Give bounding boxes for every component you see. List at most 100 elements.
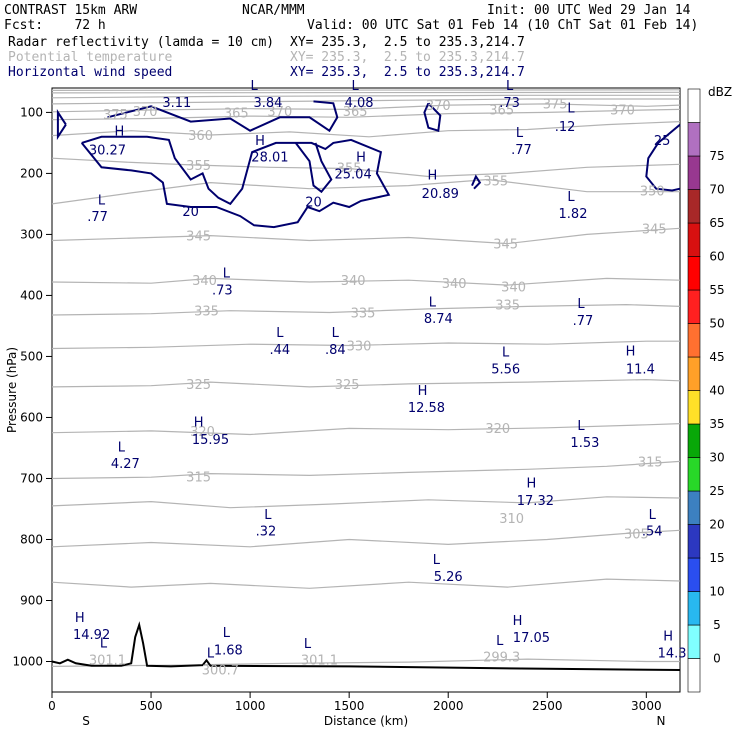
extremum-marker: L bbox=[506, 79, 514, 94]
wind-label: 5.26 bbox=[434, 570, 463, 585]
colorbar-level-label: 15 bbox=[709, 551, 724, 565]
wind-label: .73 bbox=[499, 96, 520, 111]
wind-isoline bbox=[645, 123, 681, 192]
extremum-marker: L bbox=[264, 508, 272, 523]
theta-label: 370 bbox=[133, 105, 158, 120]
extremum-marker: H bbox=[427, 169, 437, 184]
y-tick-label: 800 bbox=[20, 532, 43, 546]
wind-isoline bbox=[107, 100, 339, 133]
wind-label: 8.74 bbox=[424, 312, 453, 327]
extremum-marker: H bbox=[194, 416, 204, 431]
wind-label: .32 bbox=[256, 524, 277, 539]
theta-label: 370 bbox=[610, 103, 635, 118]
theta-isoline bbox=[51, 378, 681, 388]
axes: 0 500 1000 1500 2000 2500 3000 100 200 300 400 500 6… bbox=[12, 105, 661, 713]
theta-isoline bbox=[51, 108, 681, 121]
theta-isoline bbox=[51, 578, 681, 589]
theta-label: 355 bbox=[337, 161, 362, 176]
extremum-marker: L bbox=[516, 126, 524, 141]
theta-label: 345 bbox=[186, 230, 211, 245]
wind-label: .84 bbox=[325, 343, 346, 358]
wind-label: .44 bbox=[269, 343, 290, 358]
y-tick-label: 400 bbox=[20, 288, 43, 302]
theta-label: 375 bbox=[103, 108, 128, 123]
y-tick-label: 500 bbox=[20, 349, 43, 363]
theta-isoline bbox=[51, 529, 681, 548]
theta-isoline bbox=[51, 227, 681, 245]
theta-isoline bbox=[51, 98, 680, 105]
extremum-marker: L bbox=[332, 326, 340, 341]
theta-isoline bbox=[51, 496, 681, 509]
colorbar-swatch bbox=[687, 423, 701, 458]
theta-label: 340 bbox=[192, 274, 217, 289]
theta-label: 340 bbox=[501, 280, 526, 295]
y-tick-label: 300 bbox=[20, 227, 43, 241]
theta-isoline bbox=[51, 121, 681, 138]
wind-label: .12 bbox=[555, 120, 576, 135]
extremum-marker: L bbox=[223, 626, 231, 641]
colorbar-swatch bbox=[687, 524, 701, 559]
wind-label: 1.68 bbox=[214, 643, 243, 658]
extremum-marker: H bbox=[527, 477, 537, 492]
theta-label: 325 bbox=[186, 378, 211, 393]
wind-isolines bbox=[56, 100, 681, 229]
theta-isoline bbox=[51, 94, 680, 99]
theta-label: 340 bbox=[341, 274, 366, 289]
extremum-marker: H bbox=[356, 150, 366, 165]
x-end-label-right: N bbox=[657, 714, 666, 728]
wind-label: 28.01 bbox=[251, 150, 288, 165]
extremum-marker: L bbox=[496, 634, 504, 649]
x-tick-label: 1000 bbox=[235, 699, 266, 713]
colorbar-level-label: 45 bbox=[709, 350, 724, 364]
wind-label: 5.56 bbox=[491, 363, 520, 378]
colorbar-level-label: 75 bbox=[709, 149, 724, 163]
colorbar-swatch bbox=[687, 490, 701, 525]
colorbar-level-label: 25 bbox=[709, 484, 724, 498]
extremum-marker: L bbox=[207, 646, 215, 661]
theta-label: 365 bbox=[489, 103, 514, 118]
theta-label: 335 bbox=[194, 305, 219, 320]
wind-label: 4.08 bbox=[345, 96, 374, 111]
contour-labels: 375 370 365 370 365 370 365 375 370 360 355 355 355 3… bbox=[73, 79, 687, 678]
x-tick-label: 0 bbox=[48, 699, 56, 713]
chart-title: CONTRAST 15km ARW bbox=[4, 3, 138, 18]
extremum-marker: L bbox=[433, 553, 441, 568]
wind-label: 20 bbox=[182, 205, 199, 220]
center-label: NCAR/MMM bbox=[242, 3, 305, 18]
terrain-line bbox=[51, 621, 681, 671]
y-tick-label: 200 bbox=[20, 166, 43, 180]
theta-label: 345 bbox=[493, 238, 518, 253]
extremum-marker: H bbox=[663, 629, 673, 644]
field-xy-wind: XY= 235.3, 2.5 to 235.3,214.7 bbox=[290, 65, 525, 80]
colorbar-swatch bbox=[687, 155, 701, 190]
colorbar-level-label: 20 bbox=[709, 518, 724, 532]
wind-label: 1.53 bbox=[570, 436, 599, 451]
theta-label: 375 bbox=[543, 97, 568, 112]
colorbar-swatch bbox=[687, 88, 701, 123]
x-tick-label: 2000 bbox=[433, 699, 464, 713]
extremum-marker: L bbox=[577, 419, 585, 434]
colorbar-swatch bbox=[687, 356, 701, 391]
terrain-profile bbox=[51, 621, 681, 671]
init-time: Init: 00 UTC Wed 29 Jan 14 bbox=[487, 3, 691, 18]
extremum-marker: L bbox=[577, 297, 585, 312]
theta-label: 305 bbox=[624, 527, 649, 542]
extremum-marker: L bbox=[276, 326, 284, 341]
theta-label: 300.7 bbox=[202, 663, 239, 678]
theta-label: 301.1 bbox=[301, 654, 338, 669]
valid-time: Valid: 00 UTC Sat 01 Feb 14 (10 ChT Sat … bbox=[307, 18, 699, 33]
extremum-marker: L bbox=[429, 296, 437, 311]
theta-isoline bbox=[51, 103, 681, 113]
theta-label: 320 bbox=[190, 425, 215, 440]
extremum-marker: L bbox=[351, 79, 359, 94]
y-axis-label: Pressure (hPa) bbox=[5, 347, 19, 433]
colorbar-level-label: 0 bbox=[713, 652, 721, 666]
theta-label: 365 bbox=[224, 106, 249, 121]
extremum-marker: L bbox=[567, 102, 575, 117]
y-tick-label: 700 bbox=[20, 471, 43, 485]
extremum-marker: H bbox=[114, 125, 124, 140]
extremum-marker: H bbox=[255, 134, 265, 149]
theta-label: 360 bbox=[188, 129, 213, 144]
theta-label: 340 bbox=[442, 277, 467, 292]
